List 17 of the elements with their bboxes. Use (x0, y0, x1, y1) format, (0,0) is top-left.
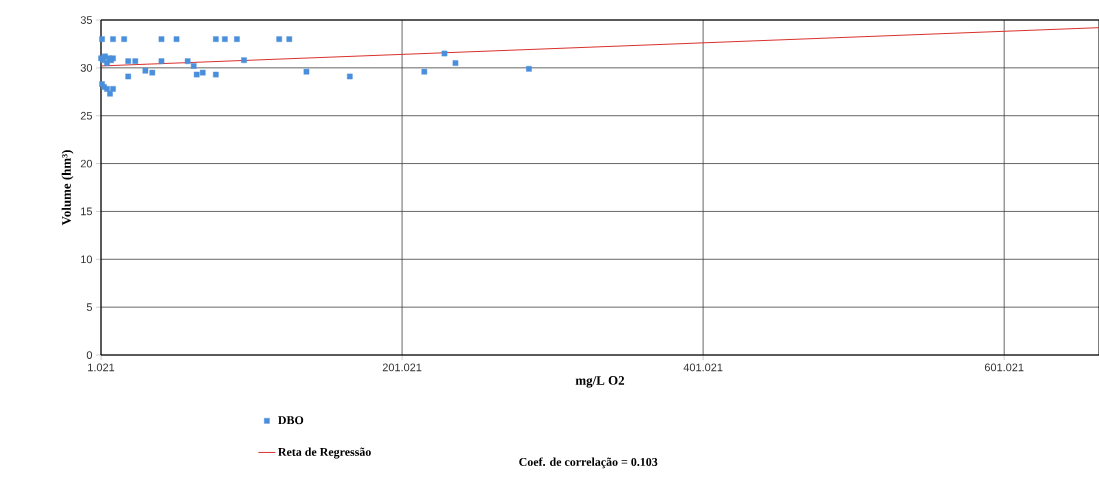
x-tick-label: 601.021 (984, 363, 1024, 372)
x-tick-label: 401.021 (683, 363, 723, 372)
y-tick-label: 0 (86, 351, 93, 359)
x-axis-title: mg/L O2 (575, 376, 625, 388)
legend-label: DBO (278, 416, 304, 425)
y-tick-label: 20 (80, 159, 93, 168)
text: Coef. de correlação = 0.103 (519, 457, 658, 469)
y-tick-label: 35 (80, 16, 93, 24)
legend-label: Reta de Regressão (278, 447, 371, 459)
y-tick-label: 30 (80, 63, 93, 72)
x-tick-label: 1.021 (88, 363, 115, 372)
y-tick-label: 25 (80, 111, 93, 120)
x-tick-label: 201.021 (382, 363, 422, 372)
y-tick-label: 15 (81, 207, 93, 216)
y-tick-label: 10 (81, 255, 93, 264)
y-tick-label: 5 (86, 303, 93, 311)
y-axis-title: Volume (hm³) (61, 150, 74, 226)
